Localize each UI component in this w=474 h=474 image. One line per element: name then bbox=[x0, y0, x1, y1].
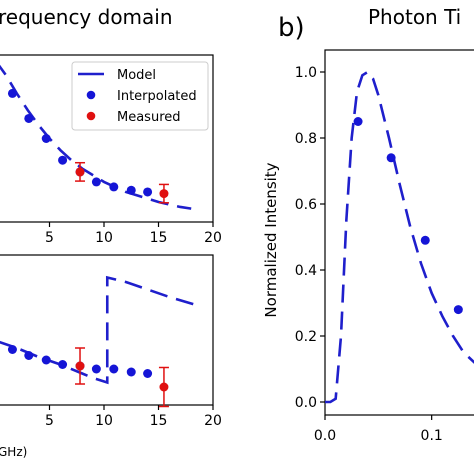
x-tick-label: 0.1 bbox=[421, 428, 443, 444]
interpolated-point bbox=[109, 364, 119, 374]
model-line bbox=[325, 70, 474, 404]
x-tick-label: 5 bbox=[45, 230, 54, 246]
right-y-ticks: 0.0 0.2 0.4 0.6 0.8 1.0 bbox=[295, 65, 325, 411]
left-panel-title: requency domain bbox=[0, 5, 173, 29]
right-panel-letter: b) bbox=[278, 13, 305, 43]
interpolated-point bbox=[41, 355, 51, 365]
interpolated-point bbox=[126, 367, 136, 377]
x-tick-label: 10 bbox=[95, 230, 113, 246]
measured-point bbox=[75, 167, 85, 177]
legend-label-interpolated: Interpolated bbox=[117, 89, 197, 104]
x-tick-label: 5 bbox=[45, 413, 54, 429]
measured-point bbox=[159, 189, 169, 199]
measured-point bbox=[159, 382, 169, 392]
x-tick-label: 15 bbox=[150, 230, 168, 246]
top-left-plot-area bbox=[0, 64, 192, 210]
interpolated-point bbox=[109, 182, 119, 192]
x-tick-label: 15 bbox=[150, 413, 168, 429]
y-tick-label: 0.4 bbox=[295, 263, 317, 279]
right-x-ticks: 0.00.10 bbox=[314, 415, 474, 444]
interpolated-point bbox=[58, 155, 68, 165]
measured-point bbox=[75, 361, 85, 371]
y-tick-label: 0.8 bbox=[295, 131, 317, 147]
x-tick-label: 10 bbox=[95, 413, 113, 429]
legend-interpolated-marker bbox=[86, 90, 96, 100]
interpolated-point bbox=[58, 360, 68, 369]
bottom-left-plot-area bbox=[0, 275, 195, 408]
interpolated-point bbox=[91, 364, 101, 374]
x-tick-label: 20 bbox=[204, 230, 222, 246]
legend: Model Interpolated Measured bbox=[71, 61, 209, 131]
right-plot-frame bbox=[324, 49, 474, 416]
interpolated-point bbox=[24, 351, 34, 360]
x-tick-label: 20 bbox=[204, 413, 222, 429]
right-plot-area bbox=[325, 70, 474, 404]
model-line bbox=[0, 64, 192, 210]
right-y-axis-label: Normalized Intensity bbox=[262, 162, 280, 317]
interpolated-point bbox=[7, 345, 17, 354]
interpolated-point bbox=[91, 177, 101, 187]
model-line bbox=[0, 275, 195, 385]
interpolated-point bbox=[386, 153, 396, 163]
legend-label-model: Model bbox=[117, 68, 156, 83]
y-tick-label: 1.0 bbox=[295, 65, 317, 81]
interpolated-point bbox=[24, 113, 34, 123]
legend-box bbox=[71, 61, 209, 131]
interpolated-point bbox=[143, 187, 153, 197]
y-tick-label: 0.6 bbox=[295, 197, 317, 213]
right-panel-title: Photon Ti bbox=[368, 5, 461, 29]
interpolated-point bbox=[353, 117, 363, 126]
interpolated-point bbox=[453, 305, 463, 315]
top-left-x-ticks: 5 10 15 20 bbox=[45, 222, 222, 246]
legend-measured-marker bbox=[86, 111, 96, 121]
legend-label-measured: Measured bbox=[117, 110, 181, 125]
y-tick-label: 0.0 bbox=[295, 395, 317, 411]
bottom-left-x-axis-label-partial: GHz) bbox=[0, 445, 27, 459]
bottom-left-x-ticks: 5 10 15 20 bbox=[45, 405, 222, 429]
interpolated-point bbox=[420, 235, 430, 245]
interpolated-point bbox=[126, 185, 136, 195]
y-tick-label: 0.2 bbox=[295, 329, 317, 345]
x-tick-label: 0.0 bbox=[314, 428, 336, 444]
interpolated-point bbox=[7, 88, 17, 98]
interpolated-point bbox=[41, 134, 51, 143]
interpolated-point bbox=[143, 369, 153, 378]
